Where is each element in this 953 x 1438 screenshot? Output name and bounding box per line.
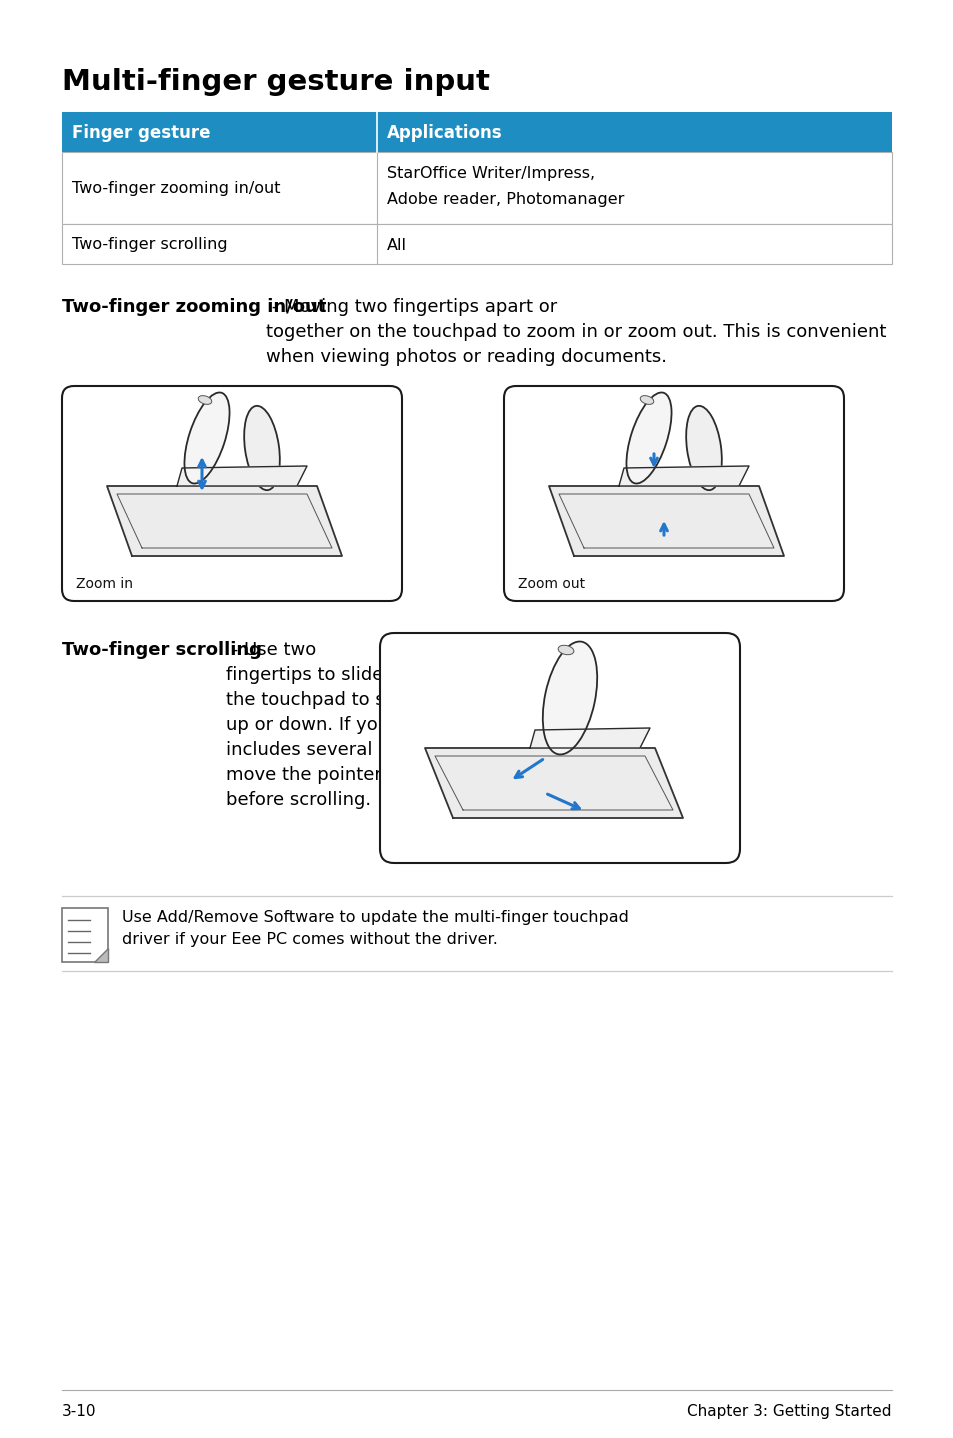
Text: 3-10: 3-10 — [62, 1403, 96, 1419]
Text: Two-finger scrolling: Two-finger scrolling — [71, 237, 228, 253]
Ellipse shape — [685, 406, 721, 490]
Ellipse shape — [558, 646, 574, 654]
Text: Zoom out: Zoom out — [517, 577, 584, 591]
Text: Finger gesture: Finger gesture — [71, 124, 211, 142]
Polygon shape — [618, 466, 748, 486]
Ellipse shape — [639, 395, 653, 404]
Polygon shape — [530, 728, 649, 748]
Text: Zoom in: Zoom in — [76, 577, 132, 591]
FancyBboxPatch shape — [62, 152, 891, 224]
FancyBboxPatch shape — [62, 224, 891, 265]
Text: StarOffice Writer/Impress,: StarOffice Writer/Impress, — [387, 165, 595, 181]
Polygon shape — [107, 486, 341, 557]
Polygon shape — [177, 466, 307, 486]
Ellipse shape — [184, 393, 230, 483]
Text: - Use two
fingertips to slide up or down on
the touchpad to scroll a window
up o: - Use two fingertips to slide up or down… — [226, 641, 540, 810]
Text: - Moving two fingertips apart or
together on the touchpad to zoom in or zoom out: - Moving two fingertips apart or togethe… — [266, 298, 885, 367]
Ellipse shape — [626, 393, 671, 483]
Text: Use Add/Remove Software to update the multi-finger touchpad
driver if your Eee P: Use Add/Remove Software to update the mu… — [122, 910, 628, 946]
Polygon shape — [424, 748, 682, 818]
Text: Two-finger scrolling: Two-finger scrolling — [62, 641, 262, 659]
Text: All: All — [387, 237, 407, 253]
Text: Two-finger zooming in/out: Two-finger zooming in/out — [62, 298, 326, 316]
FancyBboxPatch shape — [62, 907, 108, 962]
Ellipse shape — [542, 641, 597, 755]
Text: Two-finger zooming in/out: Two-finger zooming in/out — [71, 181, 280, 197]
FancyBboxPatch shape — [503, 385, 843, 601]
Text: Adobe reader, Photomanager: Adobe reader, Photomanager — [387, 193, 623, 207]
Polygon shape — [94, 948, 108, 962]
Text: Multi-finger gesture input: Multi-finger gesture input — [62, 68, 489, 96]
Ellipse shape — [244, 406, 279, 490]
Text: Chapter 3: Getting Started: Chapter 3: Getting Started — [687, 1403, 891, 1419]
FancyBboxPatch shape — [62, 385, 401, 601]
Polygon shape — [548, 486, 783, 557]
FancyBboxPatch shape — [379, 633, 740, 863]
FancyBboxPatch shape — [62, 112, 891, 152]
Ellipse shape — [198, 395, 212, 404]
Text: Applications: Applications — [387, 124, 502, 142]
